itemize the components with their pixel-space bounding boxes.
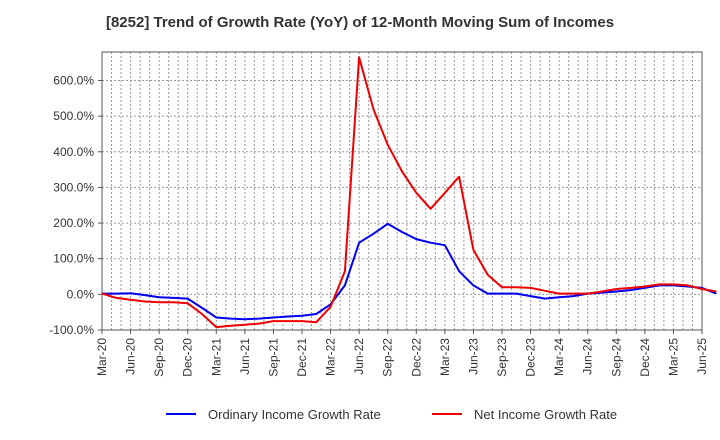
x-tick-label: Dec-22 (409, 338, 423, 377)
legend-label-1: Ordinary Income Growth Rate (208, 407, 381, 422)
x-tick-label: Sep-22 (381, 338, 395, 377)
x-tick-label: Jun-22 (352, 338, 366, 375)
x-tick-label: Sep-24 (609, 338, 623, 377)
legend-label-2: Net Income Growth Rate (474, 407, 617, 422)
x-tick-label: Sep-20 (152, 338, 166, 377)
x-tick-label: Mar-25 (666, 338, 680, 376)
x-tick-label: Jun-21 (238, 338, 252, 375)
x-tick-label: Sep-21 (266, 338, 280, 377)
x-tick-label: Mar-22 (324, 338, 338, 376)
x-tick-label: Jun-24 (581, 338, 595, 375)
y-tick-label: 500.0% (53, 109, 94, 123)
x-tick-label: Dec-24 (638, 338, 652, 377)
x-tick-label: Jun-25 (695, 338, 709, 375)
y-tick-label: -100.0% (49, 323, 94, 337)
y-tick-label: 300.0% (53, 180, 94, 194)
x-tick-label: Dec-21 (295, 338, 309, 377)
x-tick-label: Mar-24 (552, 338, 566, 376)
series-layer (101, 56, 717, 329)
y-tick-label: 100.0% (53, 252, 94, 266)
x-tick-label: Mar-23 (438, 338, 452, 376)
x-tick-label: Sep-23 (495, 338, 509, 377)
x-tick-label: Mar-20 (95, 338, 109, 376)
y-tick-label: 600.0% (53, 74, 94, 88)
y-tick-label: 400.0% (53, 145, 94, 159)
x-tick-label: Jun-23 (466, 338, 480, 375)
plot-area-frame (101, 51, 703, 331)
y-tick-label: 0.0% (67, 287, 95, 301)
x-tick-label: Jun-20 (124, 338, 138, 375)
x-tick-label: Dec-23 (524, 338, 538, 377)
x-axis: Mar-20 Jun-20 Sep-20 Dec-20 Mar-21 Jun-21 Sep-… (95, 330, 709, 377)
y-axis: -100.0% 0.0% 100.0% 200.0% 300.0% 400.0% 500.0… (49, 74, 102, 337)
y-tick-label: 200.0% (53, 216, 94, 230)
x-tick-label: Mar-21 (209, 338, 223, 376)
chart-title: [8252] Trend of Growth Rate (YoY) of 12-… (105, 14, 615, 31)
grid (101, 52, 703, 331)
series-line-2 (101, 56, 717, 329)
legend: Ordinary Income Growth Rate Net Income Gr… (166, 407, 617, 422)
x-tick-label: Dec-20 (181, 338, 195, 377)
series-line-1 (102, 222, 717, 321)
